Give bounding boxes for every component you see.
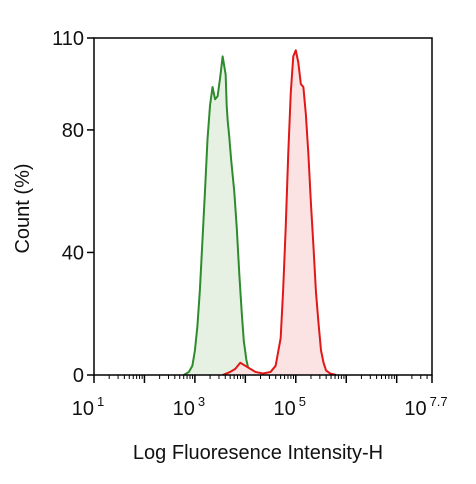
x-tick-label: 10 3 bbox=[173, 394, 205, 420]
plot-area bbox=[183, 49, 337, 376]
x-axis-label: Log Fluoresence Intensity-H bbox=[133, 442, 383, 464]
series-2-area bbox=[222, 50, 337, 375]
y-tick-label: 80 bbox=[62, 120, 84, 142]
plot-frame bbox=[93, 37, 433, 376]
y-tick-label: 110 bbox=[52, 28, 84, 50]
y-axis-label: Count (%) bbox=[12, 163, 34, 253]
series-1-area bbox=[183, 56, 256, 375]
series-2-line bbox=[222, 49, 337, 376]
axes: 0 40 80 110 10 1 10 3 10 5 10 7.7 bbox=[52, 28, 448, 420]
y-tick-label: 40 bbox=[62, 242, 84, 264]
series-1-line bbox=[183, 55, 256, 376]
y-tick-label: 0 bbox=[73, 365, 84, 387]
x-tick-label: 10 1 bbox=[72, 394, 104, 420]
x-tick-label: 10 7.7 bbox=[404, 394, 447, 420]
x-tick-label: 10 5 bbox=[274, 394, 306, 420]
